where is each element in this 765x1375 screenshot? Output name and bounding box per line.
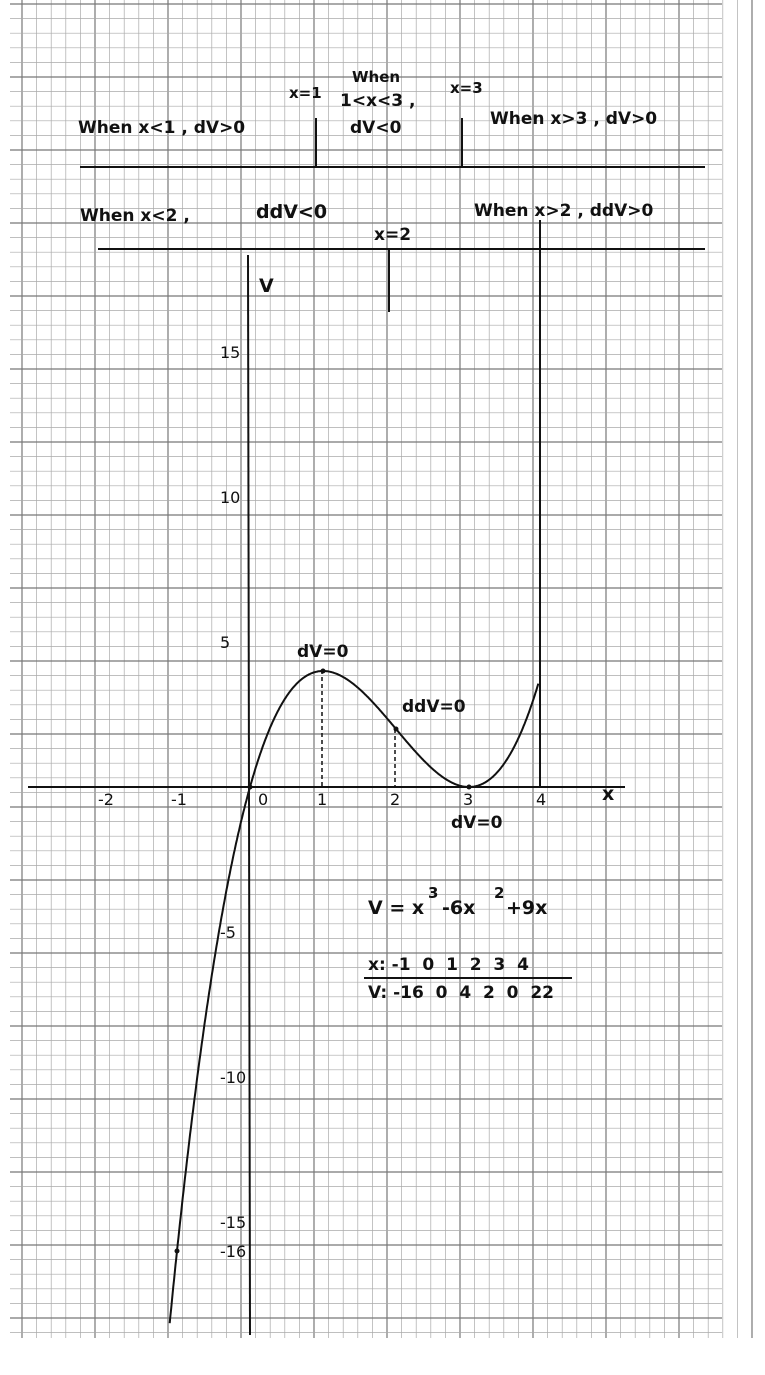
x-tick-label: -1: [171, 790, 187, 809]
first-derivative-middle-when: When: [352, 68, 400, 86]
annotation-max: dV=0: [297, 642, 349, 662]
x-tick-labels: -2 -1 0 1 2 3 4: [98, 790, 546, 809]
mark-x1-label: x=1: [289, 84, 322, 102]
axes: x V: [28, 254, 625, 1336]
second-derivative-right-label: When x>2 , ddV>0: [474, 201, 653, 221]
x-tick-label: 2: [390, 790, 400, 809]
x-tick-label: 3: [463, 790, 473, 809]
equation-middle: -6x: [442, 897, 475, 919]
equation-exponent-2: 2: [494, 884, 504, 902]
annotation-min: dV=0: [451, 813, 503, 833]
data-point: [247, 784, 253, 790]
second-derivative-left-label: When x<2 ,: [80, 206, 190, 226]
first-derivative-right-label: When x>3 , dV>0: [490, 109, 657, 129]
y-axis-label: V: [259, 275, 274, 297]
table-y-row: V: -16 0 4 2 0 22: [368, 983, 554, 1003]
y-tick-label: 15: [220, 343, 240, 362]
mark-x2-label: x=2: [374, 225, 411, 245]
y-tick-label: -16: [220, 1242, 246, 1261]
equation-rhs: +9x: [506, 897, 547, 919]
y-tick-label: -5: [220, 923, 236, 942]
y-tick-label: 10: [220, 488, 240, 507]
data-point: [174, 1248, 180, 1254]
y-tick-label: 5: [220, 633, 230, 652]
data-point: [393, 726, 399, 732]
equation: V = x 3 -6x 2 +9x: [368, 884, 547, 919]
second-derivative-left-sign: ddV<0: [256, 201, 327, 223]
y-tick-labels: 15 10 5 -5 -10 -15 -16: [220, 343, 246, 1261]
y-tick-label: -15: [220, 1213, 246, 1232]
curve-annotations: dV=0 ddV=0 dV=0: [297, 642, 503, 833]
y-tick-label: -10: [220, 1068, 246, 1087]
second-derivative-sign-chart: When x<2 , ddV<0 x=2 When x>2 , ddV>0: [80, 201, 705, 312]
first-derivative-middle-range: 1<x<3 ,: [340, 91, 416, 111]
x-axis-label: x: [602, 783, 614, 805]
equation-exponent-3: 3: [428, 884, 438, 902]
data-point: [320, 668, 326, 674]
mark-x3-label: x=3: [450, 79, 483, 97]
first-derivative-sign-chart: When x<1 , dV>0 x=1 When 1<x<3 , dV<0 x=…: [78, 68, 705, 168]
first-derivative-left-label: When x<1 , dV>0: [78, 118, 245, 138]
values-table: x: -1 0 1 2 3 4 V: -16 0 4 2 0 22: [364, 955, 572, 1003]
grid-lines: [10, 0, 753, 1338]
guide-lines: [321, 220, 541, 787]
cubic-curve: [168, 670, 540, 1324]
x-tick-label: 4: [536, 790, 546, 809]
y-axis: [247, 254, 251, 1336]
plotted-points: [174, 668, 472, 1254]
annotation-inflection: ddV=0: [402, 697, 466, 717]
first-derivative-middle-sign: dV<0: [350, 118, 402, 138]
data-point: [466, 784, 472, 790]
x-tick-label: 0: [258, 790, 268, 809]
equation-lhs: V = x: [368, 897, 424, 919]
x-tick-label: 1: [317, 790, 327, 809]
x-tick-label: -2: [98, 790, 114, 809]
table-x-row: x: -1 0 1 2 3 4: [368, 955, 529, 975]
